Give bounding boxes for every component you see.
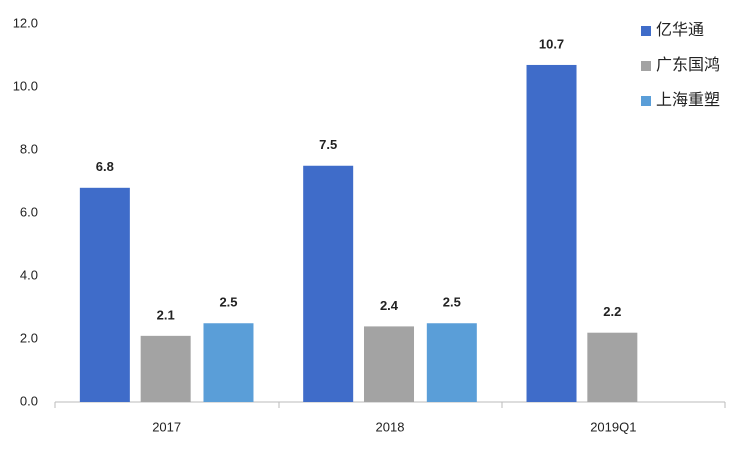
value-label: 7.5 [319, 137, 337, 152]
value-label: 6.8 [96, 159, 114, 174]
y-tick-label: 4.0 [20, 267, 38, 282]
bar [364, 326, 415, 402]
value-label: 2.5 [219, 295, 237, 310]
value-label: 2.2 [603, 304, 621, 319]
x-tick-label: 2019Q1 [590, 419, 636, 434]
x-tick-label: 2018 [376, 419, 405, 434]
value-label: 10.7 [539, 36, 564, 51]
y-tick-label: 12.0 [13, 15, 38, 30]
bar [426, 323, 477, 402]
y-tick-label: 0.0 [20, 393, 38, 408]
y-tick-label: 8.0 [20, 141, 38, 156]
bar [303, 165, 354, 402]
legend-label: 广东国鸿 [656, 56, 720, 74]
bar [140, 335, 191, 402]
bar [203, 323, 254, 402]
legend-swatch [641, 61, 651, 71]
legend-label: 上海重塑 [656, 91, 720, 109]
bar [79, 187, 130, 402]
value-label: 2.4 [380, 298, 399, 313]
value-label: 2.1 [157, 307, 175, 322]
bar [526, 64, 577, 402]
legend-label: 亿华通 [656, 21, 704, 39]
legend-swatch [641, 96, 651, 106]
bar [587, 332, 638, 402]
value-label: 2.5 [443, 295, 461, 310]
y-tick-label: 2.0 [20, 330, 38, 345]
y-tick-label: 10.0 [13, 78, 38, 93]
legend-swatch [641, 26, 651, 36]
y-tick-label: 6.0 [20, 204, 38, 219]
x-tick-label: 2017 [152, 419, 181, 434]
